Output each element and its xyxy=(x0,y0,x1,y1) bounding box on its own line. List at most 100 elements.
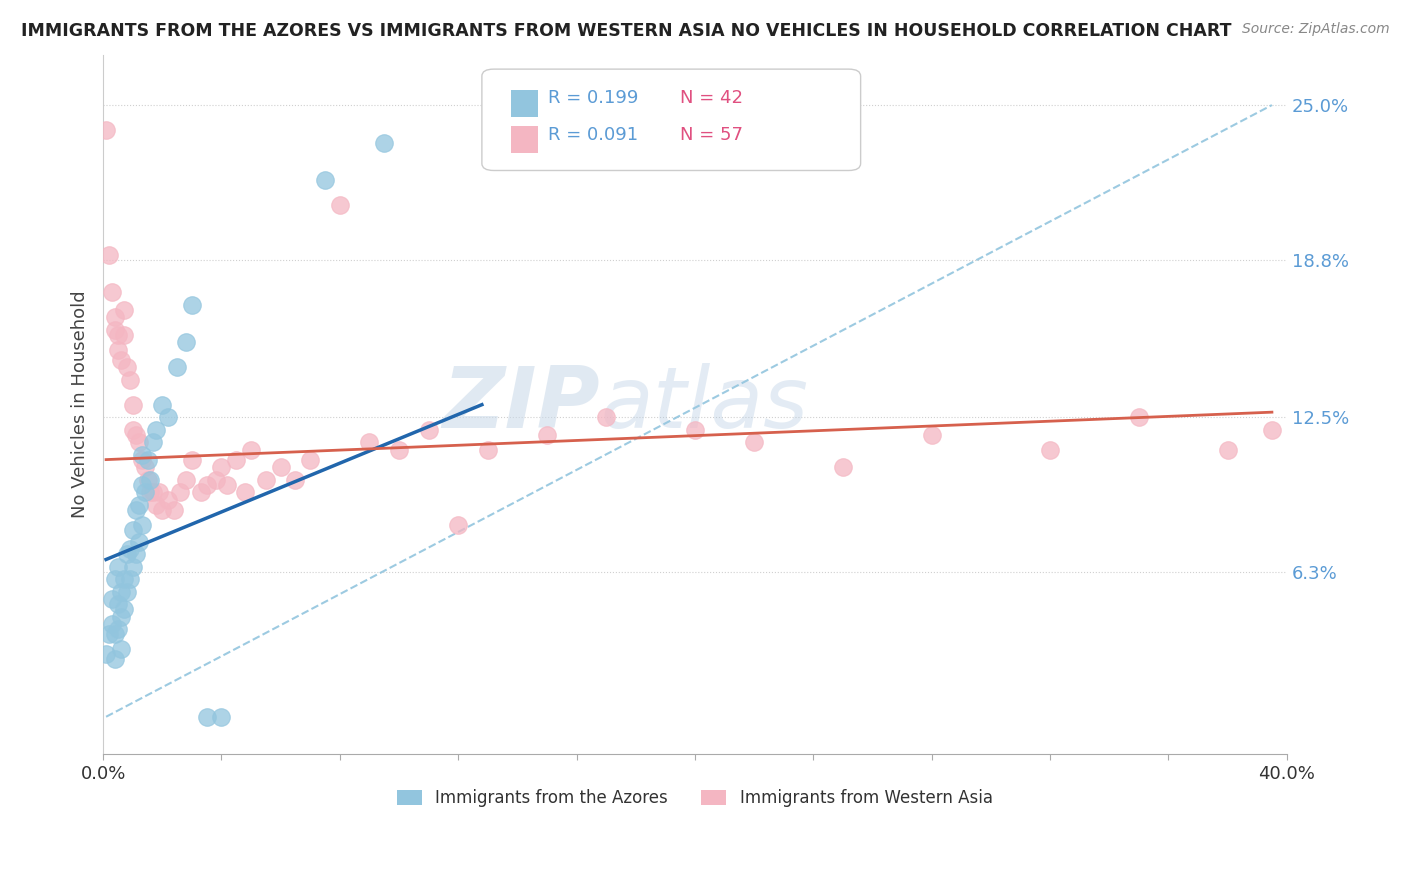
Point xyxy=(139,485,162,500)
Point xyxy=(217,477,239,491)
Point xyxy=(128,498,150,512)
Point xyxy=(195,710,218,724)
Text: ZIP: ZIP xyxy=(443,363,600,446)
Point xyxy=(110,352,132,367)
Point xyxy=(94,648,117,662)
Point xyxy=(94,123,117,137)
Point xyxy=(139,473,162,487)
Point xyxy=(107,623,129,637)
Point xyxy=(142,435,165,450)
Y-axis label: No Vehicles in Household: No Vehicles in Household xyxy=(72,291,89,518)
Point xyxy=(831,460,853,475)
Point xyxy=(148,485,170,500)
Point xyxy=(921,427,943,442)
Bar xyxy=(512,90,537,117)
Text: R = 0.091: R = 0.091 xyxy=(548,127,638,145)
Point xyxy=(190,485,212,500)
Point xyxy=(240,442,263,457)
Point xyxy=(1128,410,1150,425)
Point xyxy=(204,473,226,487)
Point xyxy=(270,460,292,475)
Point xyxy=(110,610,132,624)
Point xyxy=(314,173,336,187)
Point xyxy=(742,435,765,450)
Point xyxy=(118,373,141,387)
Point xyxy=(107,598,129,612)
Point xyxy=(128,535,150,549)
Point xyxy=(110,642,132,657)
Point xyxy=(211,710,233,724)
Point xyxy=(115,548,138,562)
Text: R = 0.199: R = 0.199 xyxy=(548,89,638,107)
Point xyxy=(136,452,159,467)
Point xyxy=(128,435,150,450)
Point xyxy=(359,435,381,450)
Text: atlas: atlas xyxy=(600,363,808,446)
Point xyxy=(163,502,186,516)
Point xyxy=(145,498,167,512)
Bar xyxy=(512,127,537,153)
Point xyxy=(169,485,191,500)
Point xyxy=(104,323,127,337)
Text: N = 42: N = 42 xyxy=(679,89,742,107)
Point xyxy=(124,502,146,516)
Point xyxy=(131,477,153,491)
Point xyxy=(121,523,143,537)
Point xyxy=(121,560,143,574)
Point xyxy=(107,343,129,357)
Point xyxy=(536,427,558,442)
Point xyxy=(166,360,188,375)
Point xyxy=(118,573,141,587)
Point xyxy=(134,485,156,500)
Point xyxy=(447,517,470,532)
Point xyxy=(211,460,233,475)
Point xyxy=(180,298,202,312)
Point xyxy=(101,285,124,300)
Point xyxy=(115,360,138,375)
Legend: Immigrants from the Azores, Immigrants from Western Asia: Immigrants from the Azores, Immigrants f… xyxy=(388,781,1001,816)
Point xyxy=(284,473,307,487)
Point xyxy=(112,602,135,616)
Point xyxy=(1039,442,1062,457)
Point xyxy=(107,327,129,342)
Point xyxy=(388,442,411,457)
Point xyxy=(104,310,127,325)
Point xyxy=(150,502,173,516)
Point xyxy=(329,198,352,212)
Point xyxy=(131,448,153,462)
Text: IMMIGRANTS FROM THE AZORES VS IMMIGRANTS FROM WESTERN ASIA NO VEHICLES IN HOUSEH: IMMIGRANTS FROM THE AZORES VS IMMIGRANTS… xyxy=(21,22,1232,40)
Point xyxy=(121,398,143,412)
Point xyxy=(233,485,256,500)
Point xyxy=(124,548,146,562)
Point xyxy=(174,335,197,350)
Point xyxy=(136,473,159,487)
Point xyxy=(101,592,124,607)
Point xyxy=(683,423,706,437)
Point xyxy=(118,542,141,557)
FancyBboxPatch shape xyxy=(482,69,860,170)
Point xyxy=(180,452,202,467)
Point xyxy=(104,627,127,641)
Point xyxy=(115,585,138,599)
Point xyxy=(157,492,180,507)
Point xyxy=(595,410,617,425)
Point xyxy=(174,473,197,487)
Point xyxy=(104,652,127,666)
Point xyxy=(112,573,135,587)
Point xyxy=(112,302,135,317)
Point xyxy=(299,452,322,467)
Point xyxy=(131,452,153,467)
Point xyxy=(121,423,143,437)
Point xyxy=(112,327,135,342)
Text: Source: ZipAtlas.com: Source: ZipAtlas.com xyxy=(1241,22,1389,37)
Text: N = 57: N = 57 xyxy=(679,127,742,145)
Point xyxy=(1216,442,1239,457)
Point xyxy=(225,452,247,467)
Point xyxy=(110,585,132,599)
Point xyxy=(150,398,173,412)
Point xyxy=(104,573,127,587)
Point xyxy=(157,410,180,425)
Point xyxy=(124,427,146,442)
Point xyxy=(131,517,153,532)
Point xyxy=(254,473,277,487)
